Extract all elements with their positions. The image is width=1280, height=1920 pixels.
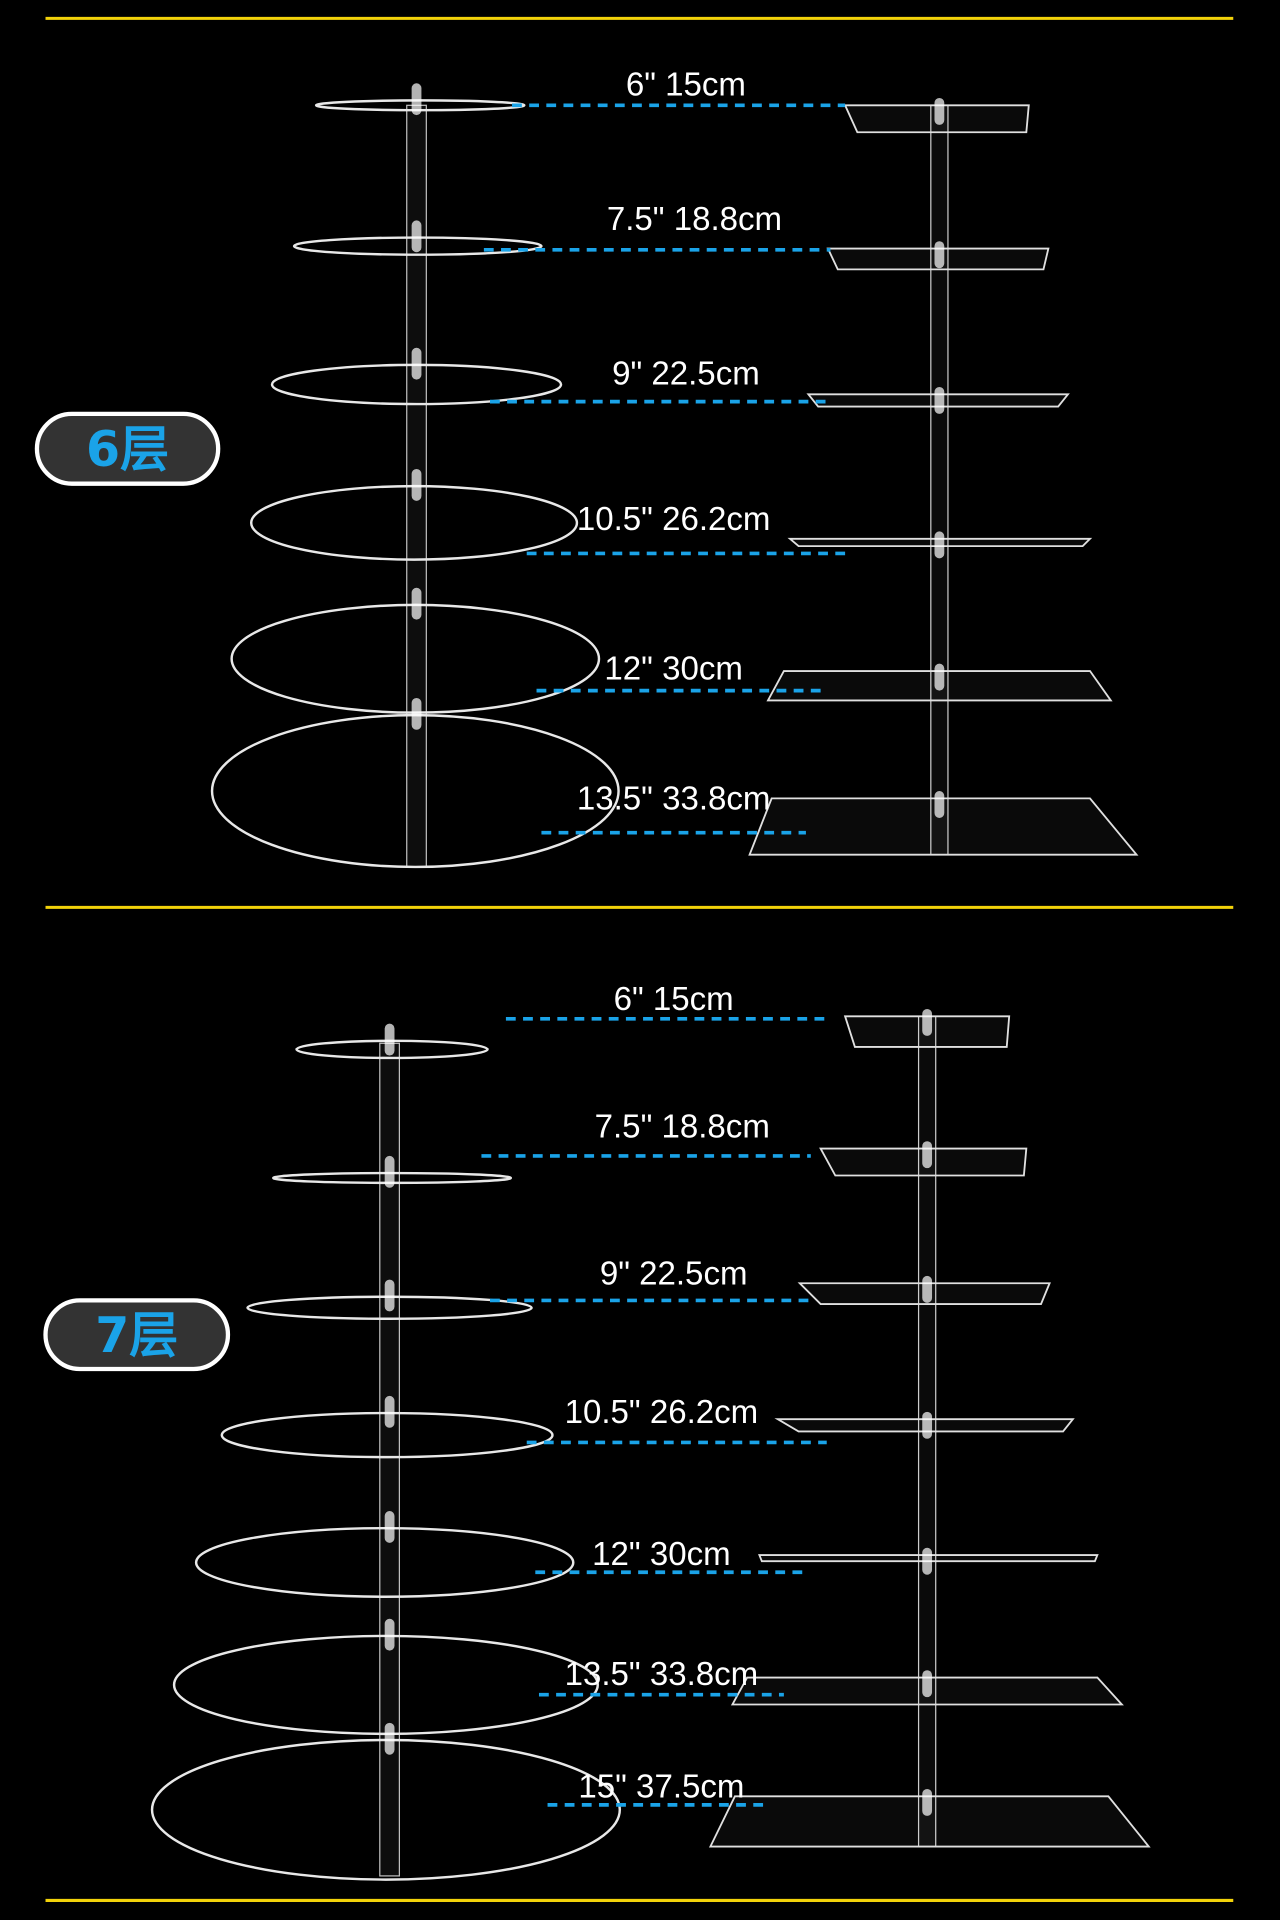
side-view-pole [930,104,949,856]
pole-connector [922,1008,933,1036]
tier-size-label: 13.5" 33.8cm [565,1656,759,1693]
tier-size-label: 12" 30cm [604,651,742,688]
pole-connector [384,1722,395,1755]
pole-connector [411,587,422,620]
pole-connector [384,1023,395,1056]
tier-size-label: 6" 15cm [626,67,746,104]
tier-size-label: 10.5" 26.2cm [577,501,771,538]
tier-size-label: 7.5" 18.8cm [595,1109,770,1146]
pole-connector [384,1511,395,1543]
pole-connector [411,468,422,501]
pole-connector [922,1275,933,1303]
pole-connector [922,1547,933,1575]
tier-count-label: 6层 [86,421,169,478]
tier-size-label: 10.5" 26.2cm [565,1394,759,1431]
tier-size-label: 9" 22.5cm [612,355,760,392]
side-view-plate [708,1795,1151,1848]
pole-connector [934,97,945,125]
pole-connector [922,1141,933,1169]
pole-connector [922,1411,933,1439]
side-view-plate [748,797,1139,856]
pole-connector [411,347,422,380]
tier-size-label: 12" 30cm [592,1536,730,1573]
pole-connector [384,1279,395,1312]
pole-connector [922,1670,933,1698]
tier-size-label: 9" 22.5cm [600,1255,748,1292]
pole-connector [934,386,945,414]
pole-connector [411,220,422,253]
tier-size-label: 6" 15cm [614,981,734,1018]
tier-count-badge [43,1298,231,1372]
tier-size-label: 7.5" 18.8cm [607,201,782,238]
pole-connector [384,1618,395,1651]
tier-size-label: 13.5" 33.8cm [577,780,771,817]
pole-connector [934,791,945,818]
pole-connector [934,531,945,559]
pole-connector [384,1395,395,1428]
pole-connector [922,1788,933,1816]
pole-connector [411,83,422,116]
tier-count-label: 7层 [95,1307,178,1364]
tier-count-badge [34,411,221,486]
pole-connector [934,663,945,691]
tier-size-label: 15" 37.5cm [578,1769,744,1806]
pole-connector [384,1155,395,1188]
pole-connector [934,241,945,269]
pole-connector [411,697,422,730]
